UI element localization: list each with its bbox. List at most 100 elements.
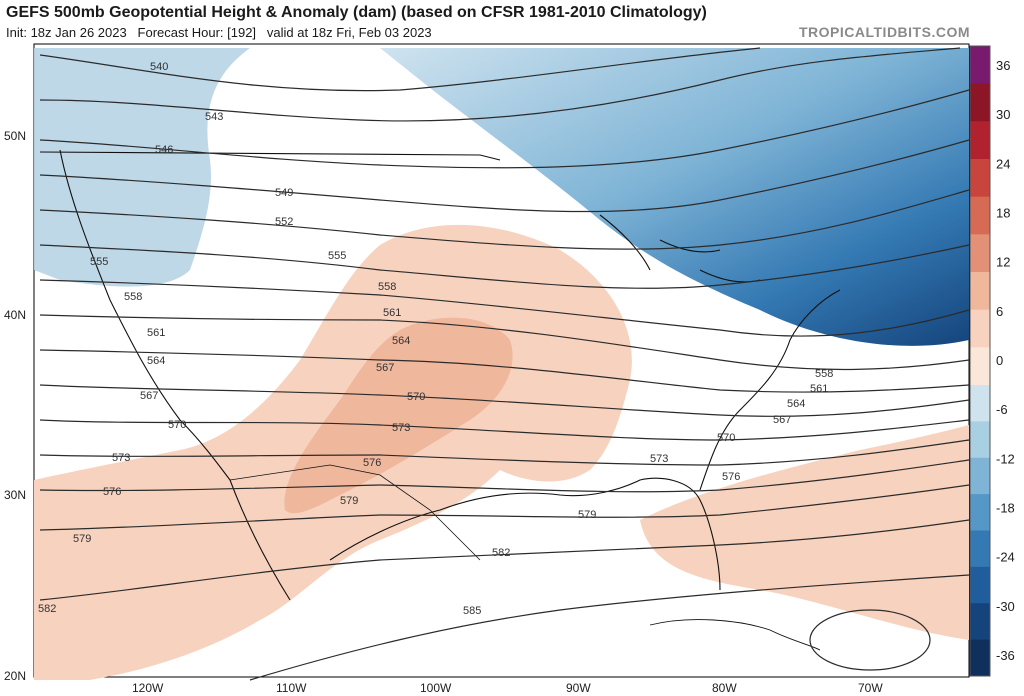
colorbar-frame [969,45,991,677]
contour-label: 576 [722,471,740,483]
colorbar-tick-label: 0 [996,353,1003,368]
negative-anomaly-east [380,48,969,346]
contour-label: 576 [363,457,381,469]
lon-label: 70W [858,681,883,695]
contour-label: 582 [492,547,510,559]
colorbar-segment [970,196,990,235]
lon-label: 110W [276,681,307,695]
colorbar-tick-label: 6 [996,304,1003,319]
cuba [649,619,821,651]
colorbar-segment [970,46,990,85]
colorbar-tick-label: -12 [996,451,1015,466]
colorbar-tick-label: 24 [996,156,1010,171]
lat-label: 40N [4,308,26,322]
west-coast [59,149,291,601]
brand-watermark: TROPICALTIDBITS.COM [798,24,970,40]
contour-label: 564 [392,335,410,347]
colorbar-tick-label: 36 [996,58,1010,73]
lon-label: 120W [132,681,164,695]
height-contours [39,47,970,681]
colorbar-segment [970,566,990,604]
gulf-coast [329,477,721,591]
contour-label: 555 [328,250,346,262]
chart-subtitle: Init: 18z Jan 26 2023 Forecast Hour: [19… [6,25,432,40]
colorbar-tick-label: -24 [996,550,1015,565]
contour-label: 549 [275,187,293,199]
lat-label: 30N [4,488,26,502]
lon-label: 90W [566,681,591,695]
contour-label: 561 [383,307,401,319]
contour-label: 564 [787,398,805,410]
positive-anomaly-core [284,317,513,514]
latitude-labels: 50N 40N 30N 20N [4,129,26,683]
colorbar-segment [970,83,990,122]
colorbar-tick-label: 18 [996,206,1010,221]
colorbar-segment [970,385,990,422]
contour-labels: 540 543 546 549 552 555 558 561 564 567 … [38,61,833,617]
map-plot-area: 540 543 546 549 552 555 558 561 564 567 … [4,43,970,695]
contour-label: 558 [124,291,142,303]
colorbar: 36 30 24 18 12 6 0 -6 -12 -18 -24 -30 -36 [969,45,1015,677]
colorbar-tick-label: 12 [996,255,1010,270]
contour-label: 540 [150,61,168,73]
east-coast [699,289,841,491]
lon-label: 100W [420,681,452,695]
init-time: Init: 18z Jan 26 2023 [6,25,127,40]
forecast-hour: Forecast Hour: [192] [137,25,257,40]
colorbar-segment [970,121,990,160]
lat-label: 50N [4,129,26,143]
colorbar-segment [970,309,990,348]
contour-label: 558 [378,281,396,293]
valid-time: valid at 18z Fri, Feb 03 2023 [266,25,432,40]
contour-label: 561 [810,383,828,395]
contour-label: 585 [463,605,481,617]
contour-label: 543 [205,111,223,123]
lon-label: 80W [712,681,737,695]
contour-label: 573 [650,453,668,465]
colorbar-segment [970,234,990,273]
contour-label: 567 [376,362,394,374]
colorbar-segment [970,272,990,311]
contour-label: 555 [90,256,108,268]
contour-label: 570 [168,419,186,431]
contour-label: 570 [407,391,425,403]
lat-label: 20N [4,669,26,683]
colorbar-segment [970,421,990,459]
contour-label: 579 [340,495,358,507]
colorbar-segment [970,494,990,531]
colorbar-tick-label: 30 [996,107,1010,122]
chart-title: GEFS 500mb Geopotential Height & Anomaly… [6,4,707,21]
colorbar-tick-label: -6 [996,402,1008,417]
contour-label: 546 [155,144,173,156]
colorbar-segment [970,639,990,677]
colorbar-tick-label: -18 [996,501,1015,516]
colorbar-segment [970,603,990,641]
contour-label: 579 [578,509,596,521]
colorbar-tick-label: -36 [996,648,1015,663]
contour-label: 573 [112,452,130,464]
us-canada-border [39,151,501,161]
positive-anomaly-southeast [640,425,969,640]
colorbar-tick-label: -30 [996,599,1015,614]
contour-label: 552 [275,216,293,228]
colorbar-segment [970,347,990,386]
longitude-labels: 120W 110W 100W 90W 80W 70W [132,681,883,695]
contour-label: 558 [815,368,833,380]
geographic-boundaries [39,149,841,651]
colorbar-segment [970,159,990,198]
mexico-interior [229,464,481,561]
contour-label: 564 [147,355,165,367]
colorbar-segment [970,530,990,568]
anomaly-shading [34,48,969,680]
contour-label: 570 [717,432,735,444]
contour-label: 561 [147,327,165,339]
contour-label: 582 [38,603,56,615]
contour-label: 567 [773,414,791,426]
negative-anomaly-west [34,48,250,287]
contour-label: 579 [73,533,91,545]
contour-label: 573 [392,422,410,434]
contour-label: 576 [103,486,121,498]
contour-label: 567 [140,390,158,402]
colorbar-segment [970,457,990,495]
